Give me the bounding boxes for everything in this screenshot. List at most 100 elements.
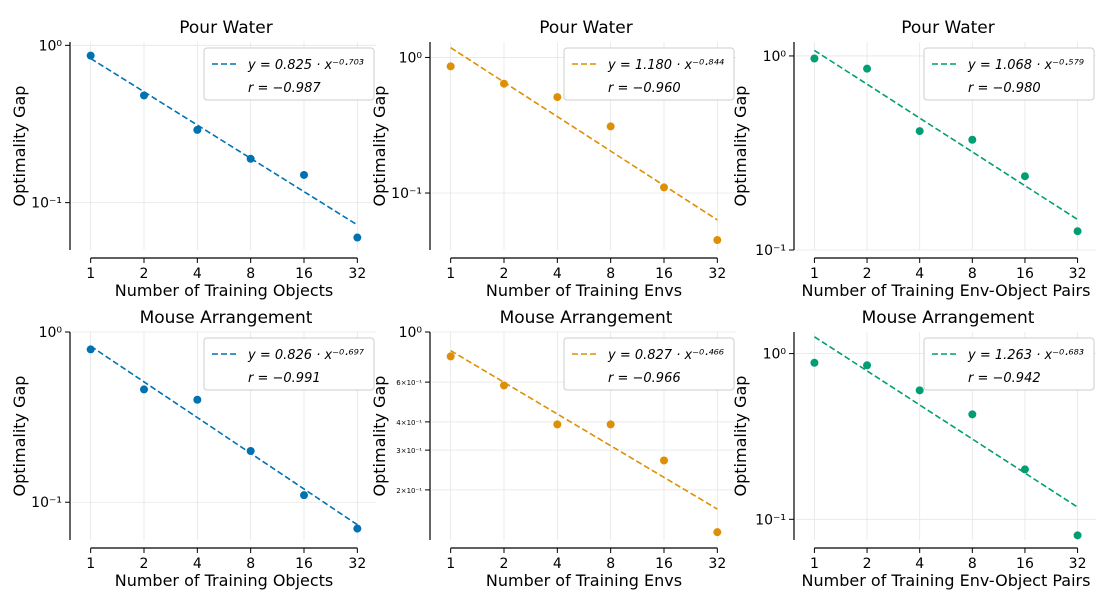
data-point — [713, 528, 722, 537]
y-axis-label: Optimality Gap — [10, 376, 29, 497]
fit-line — [90, 57, 358, 226]
y-tick-label: 6×10⁻¹ — [396, 379, 422, 387]
fit-line — [450, 349, 718, 510]
legend: y = 0.825 · x⁻⁰·⁷⁰³ r = −0.987 — [203, 47, 375, 101]
y-tick-label: 10⁰ — [399, 50, 423, 66]
fit-line — [450, 47, 718, 221]
chart-panel-3: 1 2 4 8 16 32 10⁰ 10⁻¹ y = 1.068 · x⁻⁰·⁵⁷⁹ r = −0… — [731, 18, 1096, 300]
y-axis-label: Optimality Gap — [10, 86, 29, 207]
x-axis-label: Number of Training Objects — [115, 281, 334, 300]
data-point — [193, 125, 202, 134]
data-point — [353, 524, 362, 533]
legend-equation: y = 0.825 · x⁻⁰·⁷⁰³ — [247, 58, 364, 73]
x-tick-label: 8 — [606, 266, 615, 282]
x-tick-label: 32 — [708, 266, 726, 282]
x-tick-label: 2 — [863, 266, 872, 282]
data-point — [140, 91, 148, 100]
x-tick-label: 32 — [348, 556, 366, 572]
x-axis-label: Number of Training Envs — [486, 571, 682, 590]
legend-box — [203, 47, 375, 101]
legend-equation: y = 1.180 · x⁻⁰·⁸⁴⁴ — [607, 58, 725, 73]
legend: y = 1.263 · x⁻⁰·⁶⁸³ r = −0.942 — [923, 337, 1095, 391]
legend-r-value: r = −0.966 — [608, 371, 681, 386]
x-tick-label: 16 — [295, 266, 313, 282]
x-tick-label: 32 — [1069, 266, 1087, 282]
legend: y = 0.827 · x⁻⁰·⁴⁶⁶ r = −0.966 — [563, 337, 735, 391]
data-point — [1020, 465, 1029, 474]
y-tick-label: 10⁻¹ — [31, 495, 62, 511]
chart-title: Mouse Arrangement — [500, 308, 673, 328]
y-tick-label: 10⁰ — [39, 38, 63, 54]
x-tick-label: 8 — [246, 266, 255, 282]
data-point — [446, 62, 455, 71]
legend-equation: y = 1.263 · x⁻⁰·⁶⁸³ — [967, 348, 1084, 363]
data-point — [246, 446, 255, 455]
x-tick-label: 8 — [968, 266, 977, 282]
x-tick-label: 16 — [655, 266, 673, 282]
x-tick-label: 2 — [500, 266, 509, 282]
x-tick-label: 1 — [86, 266, 95, 282]
legend: y = 1.068 · x⁻⁰·⁵⁷⁹ r = −0.980 — [923, 47, 1095, 101]
x-tick-label: 16 — [1016, 556, 1034, 572]
legend-box — [563, 47, 735, 101]
chart-title: Pour Water — [179, 18, 272, 38]
x-tick-label: 8 — [606, 556, 615, 572]
data-point — [553, 93, 562, 102]
x-tick-label: 2 — [140, 556, 149, 572]
data-point — [915, 386, 924, 395]
gridlines — [72, 331, 376, 540]
data-point — [1073, 531, 1082, 540]
data-point — [246, 154, 255, 163]
x-tick-label: 2 — [140, 266, 149, 282]
data-point — [140, 385, 148, 394]
chart-title: Pour Water — [901, 18, 994, 38]
legend-box — [923, 337, 1095, 391]
x-axis-label: Number of Training Objects — [115, 571, 334, 590]
x-tick-label: 4 — [193, 266, 202, 282]
x-tick-label: 4 — [553, 556, 562, 572]
y-tick-label: 10⁰ — [763, 347, 787, 363]
data-point — [863, 64, 872, 73]
x-tick-label: 8 — [968, 556, 977, 572]
data-point — [1020, 172, 1029, 181]
x-axis-label: Number of Training Env-Object Pairs — [802, 571, 1091, 590]
x-tick-label: 4 — [915, 556, 924, 572]
data-point — [606, 122, 615, 131]
fit-line — [813, 336, 1079, 508]
fit-line — [813, 49, 1079, 221]
y-tick-label: 3×10⁻¹ — [396, 447, 422, 455]
legend: y = 1.180 · x⁻⁰·⁸⁴⁴ r = −0.960 — [563, 47, 735, 101]
chart-title: Pour Water — [539, 18, 632, 38]
data-point — [660, 183, 668, 192]
chart-panel-6: 1 2 4 8 16 32 10⁰ 10⁻¹ y = 1.263 · x⁻⁰·⁶⁸³ r = −0… — [731, 308, 1096, 590]
legend-r-value: r = −0.991 — [248, 371, 321, 386]
chart-title: Mouse Arrangement — [862, 308, 1035, 328]
y-tick-label: 2×10⁻¹ — [396, 487, 422, 495]
data-point — [1073, 227, 1082, 236]
data-point — [193, 395, 202, 404]
y-tick-label: 4×10⁻¹ — [396, 419, 422, 427]
legend-r-value: r = −0.960 — [608, 81, 681, 96]
legend-r-value: r = −0.942 — [968, 371, 1041, 386]
x-tick-label: 1 — [810, 266, 819, 282]
data-point — [606, 420, 615, 429]
legend-box — [563, 337, 735, 391]
x-tick-label: 1 — [446, 556, 455, 572]
data-point — [300, 491, 308, 500]
data-point — [915, 127, 924, 136]
data-point — [968, 410, 977, 419]
chart-panel-5: 1 2 4 8 16 32 10⁰ 6×10⁻¹ 4×10⁻¹ 3×10⁻¹ 2×10⁻¹ y = 0… — [370, 308, 736, 590]
y-axis-label: Optimality Gap — [370, 86, 389, 207]
x-tick-label: 1 — [86, 556, 95, 572]
y-axis-label: Optimality Gap — [731, 86, 750, 207]
chart-title: Mouse Arrangement — [140, 308, 313, 328]
x-tick-label: 32 — [1069, 556, 1087, 572]
x-tick-label: 2 — [500, 556, 509, 572]
legend-box — [923, 47, 1095, 101]
x-tick-label: 16 — [295, 556, 313, 572]
data-point — [810, 358, 819, 367]
y-tick-label: 10⁰ — [399, 325, 423, 341]
data-point — [353, 233, 362, 242]
x-tick-label: 8 — [246, 556, 255, 572]
